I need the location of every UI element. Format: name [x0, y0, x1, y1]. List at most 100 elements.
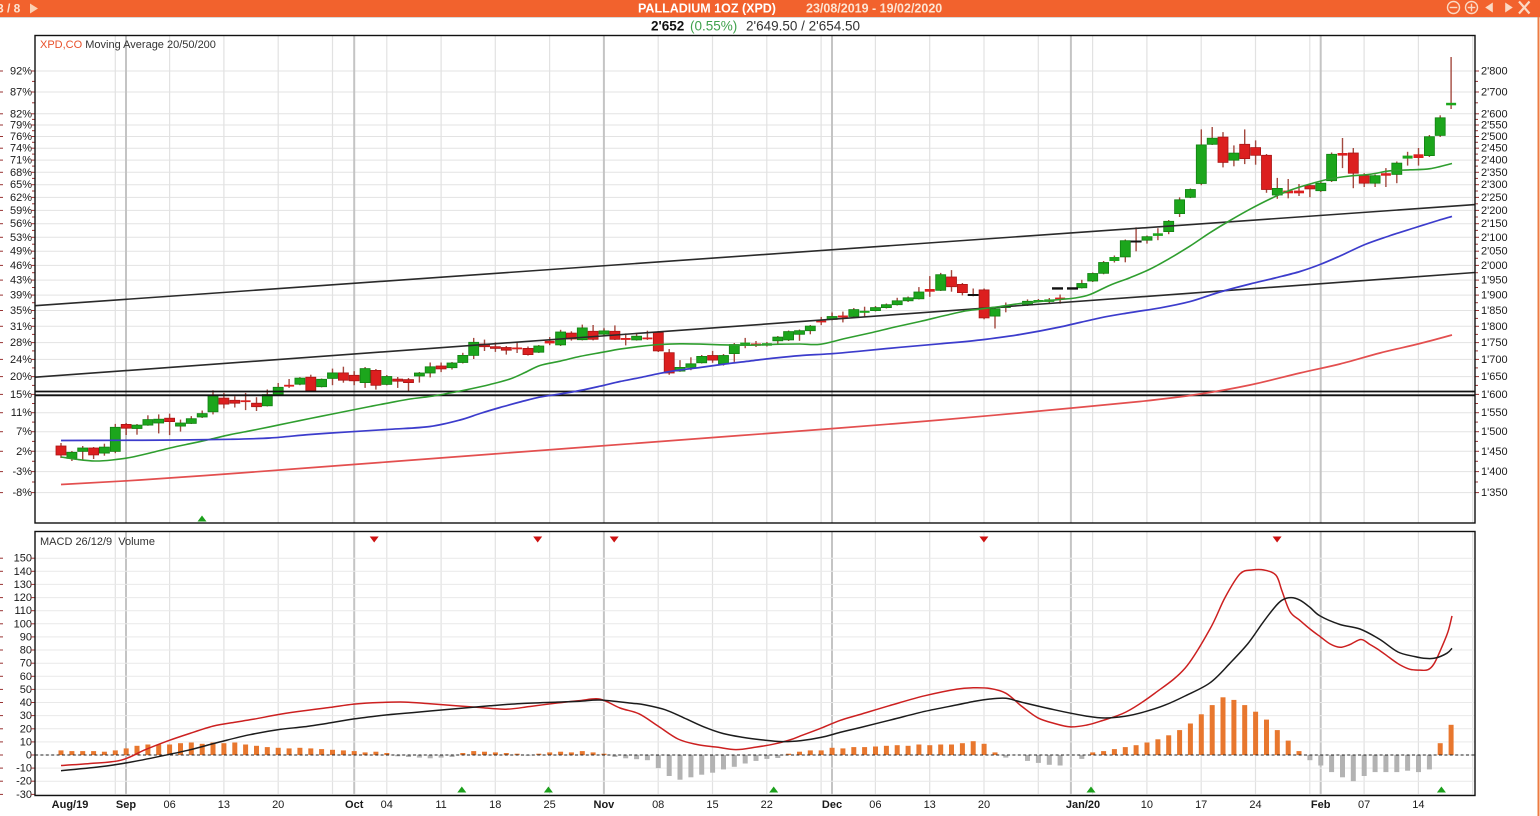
svg-text:14: 14	[1412, 799, 1424, 811]
svg-text:10: 10	[20, 736, 32, 748]
svg-text:20: 20	[978, 799, 990, 811]
svg-text:XPD,CO Moving Average 20/50/20: XPD,CO Moving Average 20/50/200	[40, 39, 216, 51]
svg-text:43%: 43%	[10, 275, 32, 287]
svg-text:22: 22	[761, 799, 773, 811]
svg-text:08: 08	[652, 799, 664, 811]
svg-text:2'450: 2'450	[1481, 143, 1508, 155]
svg-text:39%: 39%	[10, 290, 32, 302]
svg-text:90: 90	[20, 631, 32, 643]
svg-text:2'250: 2'250	[1481, 192, 1508, 204]
svg-text:59%: 59%	[10, 205, 32, 217]
svg-text:92%: 92%	[10, 66, 32, 78]
svg-text:1'550: 1'550	[1481, 407, 1508, 419]
svg-text:1'350: 1'350	[1481, 487, 1508, 499]
svg-text:110: 110	[14, 605, 32, 617]
svg-text:2'649.50 / 2'654.50: 2'649.50 / 2'654.50	[746, 19, 860, 34]
svg-text:1'750: 1'750	[1481, 337, 1508, 349]
svg-text:53%: 53%	[10, 232, 32, 244]
svg-text:Sep: Sep	[116, 799, 136, 811]
svg-text:1'700: 1'700	[1481, 354, 1508, 366]
svg-text:74%: 74%	[10, 143, 32, 155]
svg-text:23/08/2019 - 19/02/2020: 23/08/2019 - 19/02/2020	[806, 2, 942, 16]
svg-text:40: 40	[20, 697, 32, 709]
svg-text:1'450: 1'450	[1481, 446, 1508, 458]
svg-text:2'050: 2'050	[1481, 246, 1508, 258]
svg-text:20%: 20%	[10, 371, 32, 383]
svg-text:Oct: Oct	[345, 799, 364, 811]
svg-text:Nov: Nov	[594, 799, 616, 811]
svg-text:2'100: 2'100	[1481, 232, 1508, 244]
svg-text:1'850: 1'850	[1481, 305, 1508, 317]
svg-text:2'150: 2'150	[1481, 218, 1508, 230]
svg-text:1'650: 1'650	[1481, 371, 1508, 383]
svg-text:15%: 15%	[10, 389, 32, 401]
svg-text:70: 70	[20, 658, 32, 670]
svg-text:87%: 87%	[10, 87, 32, 99]
svg-text:28%: 28%	[10, 337, 32, 349]
svg-text:68%: 68%	[10, 167, 32, 179]
svg-text:2'652: 2'652	[651, 19, 684, 34]
svg-text:Jan/20: Jan/20	[1066, 799, 1100, 811]
svg-text:17: 17	[1195, 799, 1207, 811]
svg-text:MACD 26/12/9 Volume: MACD 26/12/9 Volume	[40, 536, 155, 548]
svg-text:2'800: 2'800	[1481, 66, 1508, 78]
svg-text:2'600: 2'600	[1481, 108, 1508, 120]
svg-text:18: 18	[489, 799, 501, 811]
svg-text:150: 150	[14, 553, 32, 565]
svg-text:13: 13	[924, 799, 936, 811]
svg-text:11%: 11%	[11, 407, 32, 419]
svg-text:-10: -10	[16, 763, 32, 775]
svg-text:76%: 76%	[10, 131, 32, 143]
svg-text:80: 80	[20, 645, 32, 657]
svg-text:Dec: Dec	[822, 799, 842, 811]
svg-text:46%: 46%	[10, 260, 32, 272]
svg-text:120: 120	[14, 592, 32, 604]
svg-text:25: 25	[543, 799, 555, 811]
svg-text:82%: 82%	[10, 108, 32, 120]
svg-text:07: 07	[1358, 799, 1370, 811]
svg-text:62%: 62%	[10, 192, 32, 204]
svg-text:60: 60	[20, 671, 32, 683]
svg-text:31%: 31%	[10, 321, 32, 333]
svg-text:65%: 65%	[10, 179, 32, 191]
svg-text:0: 0	[26, 750, 32, 762]
svg-text:71%: 71%	[10, 155, 32, 167]
svg-text:-3%: -3%	[12, 466, 32, 478]
svg-text:24%: 24%	[10, 354, 32, 366]
svg-text:2%: 2%	[16, 446, 32, 458]
svg-text:11: 11	[435, 799, 446, 811]
svg-text:-8%: -8%	[12, 487, 32, 499]
svg-text:10: 10	[1141, 799, 1153, 811]
svg-text:-20: -20	[16, 776, 32, 788]
svg-text:2'400: 2'400	[1481, 155, 1508, 167]
svg-text:49%: 49%	[10, 246, 32, 258]
svg-text:20: 20	[272, 799, 284, 811]
svg-text:PALLADIUM 1OZ (XPD): PALLADIUM 1OZ (XPD)	[638, 2, 776, 16]
svg-text:(0.55%): (0.55%)	[690, 19, 737, 34]
svg-text:13: 13	[218, 799, 230, 811]
svg-text:1'900: 1'900	[1481, 290, 1508, 302]
svg-text:1'500: 1'500	[1481, 426, 1508, 438]
svg-text:2'700: 2'700	[1481, 87, 1508, 99]
svg-text:1'800: 1'800	[1481, 321, 1508, 333]
svg-text:2'200: 2'200	[1481, 205, 1508, 217]
svg-text:Feb: Feb	[1311, 799, 1331, 811]
svg-text:24: 24	[1249, 799, 1261, 811]
svg-text:100: 100	[14, 618, 32, 630]
svg-text:1'950: 1'950	[1481, 275, 1508, 287]
svg-text:79%: 79%	[10, 120, 32, 132]
svg-text:20: 20	[20, 723, 32, 735]
svg-text:2'350: 2'350	[1481, 167, 1508, 179]
svg-text:15: 15	[706, 799, 718, 811]
svg-text:2'550: 2'550	[1481, 120, 1508, 132]
svg-text:-30: -30	[16, 789, 32, 801]
svg-text:2'000: 2'000	[1481, 260, 1508, 272]
svg-text:04: 04	[381, 799, 393, 811]
svg-text:Aug/19: Aug/19	[52, 799, 89, 811]
svg-text:06: 06	[869, 799, 881, 811]
svg-text:1'400: 1'400	[1481, 466, 1508, 478]
svg-text:35%: 35%	[10, 305, 32, 317]
svg-text:30: 30	[20, 710, 32, 722]
svg-text:7%: 7%	[16, 426, 32, 438]
svg-text:2'500: 2'500	[1481, 131, 1508, 143]
